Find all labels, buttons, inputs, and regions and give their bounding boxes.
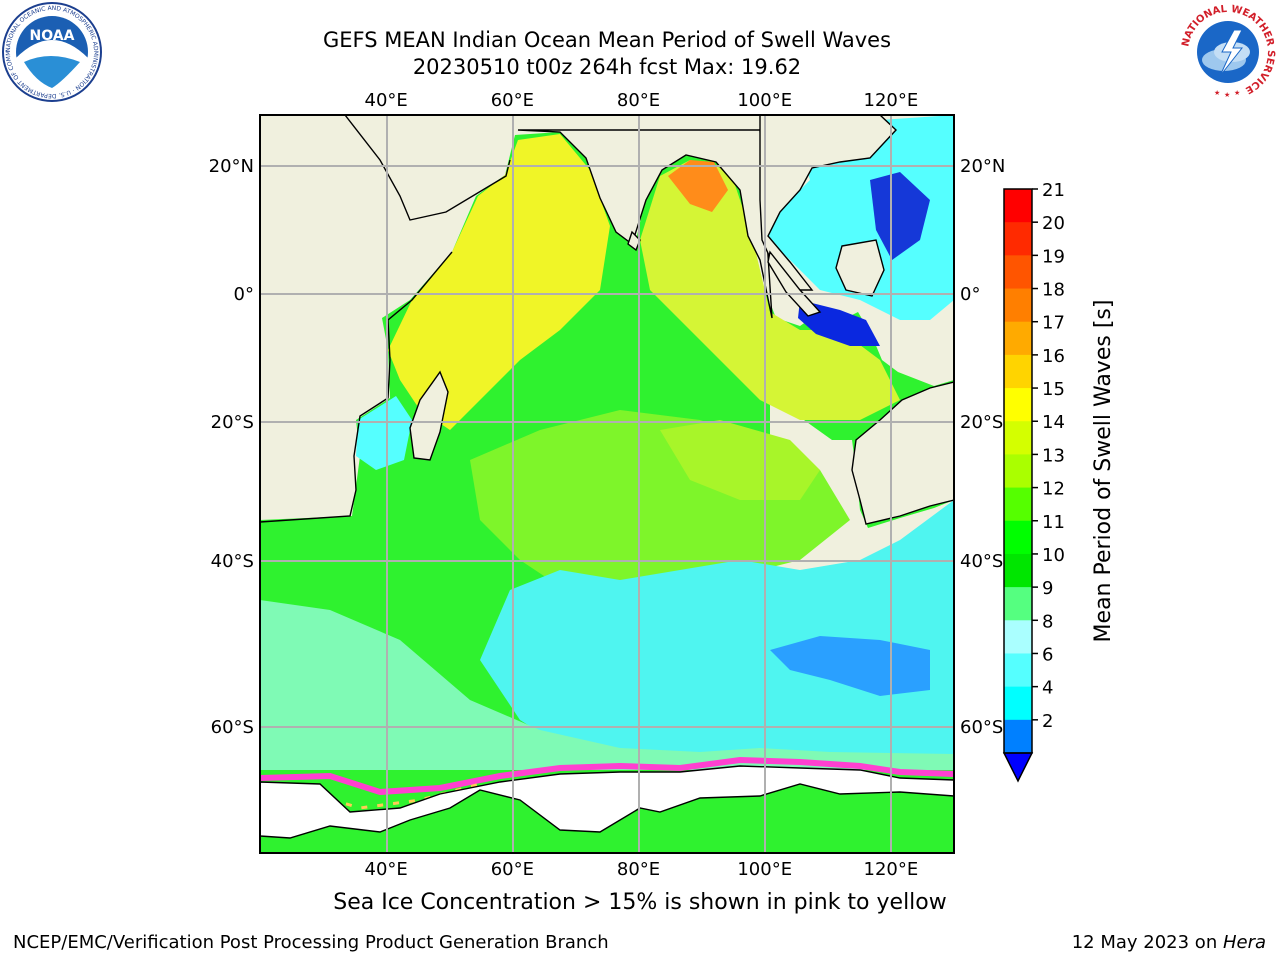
sea-ice-caption: Sea Ice Concentration > 15% is shown in …: [333, 890, 947, 915]
colorbar-tick-label-6: 15: [1042, 379, 1065, 400]
antarctica-ice-shelf: [260, 765, 954, 839]
nws-logo: NATIONAL WEATHER SERVICE ★ ★ ★: [1180, 4, 1276, 100]
lat-label-right-2: 20°S: [960, 412, 1003, 433]
colorbar-bin-10: [1004, 520, 1032, 555]
colorbar-bin-1: [1004, 222, 1032, 256]
lon-label-bottom-0: 40°E: [365, 859, 408, 880]
colorbar-bin-4: [1004, 321, 1032, 356]
colorbar-bin-8: [1004, 454, 1032, 489]
lat-label-right-1: 0°: [960, 284, 980, 305]
colorbar-bin-13: [1004, 620, 1032, 654]
credit-date-text: 12 May 2023 on: [1071, 932, 1223, 953]
colorbar-tick-label-12: 9: [1042, 578, 1053, 599]
colorbar-bin-14: [1004, 653, 1032, 688]
borneo: [835, 239, 885, 297]
lon-label-top-0: 40°E: [365, 90, 408, 111]
lat-label-left-0: 20°N: [209, 156, 254, 177]
lat-label-left-1: 0°: [234, 284, 254, 305]
colorbar-extend-arrow: [1002, 752, 1034, 783]
lon-label-bottom-3: 100°E: [737, 859, 792, 880]
colorbar-tick-label-3: 18: [1042, 280, 1065, 301]
colorbar-tick-label-9: 12: [1042, 479, 1065, 500]
credit-date: 12 May 2023 on Hera: [1072, 932, 1266, 953]
colorbar-bin-11: [1004, 553, 1032, 588]
colorbar-tick-label-14: 6: [1042, 644, 1053, 665]
lat-label-right-0: 20°N: [960, 156, 1005, 177]
swell-zone-12-13: [660, 420, 820, 500]
lon-label-top-4: 120°E: [864, 90, 919, 111]
swell-zone-16-17: [668, 160, 728, 212]
australia: [851, 381, 954, 525]
colorbar-bin-12: [1004, 587, 1032, 621]
sumatra: [767, 250, 822, 317]
svg-text:★: ★: [1234, 89, 1240, 97]
credit-host: Hera: [1222, 932, 1266, 953]
sri-lanka: [627, 230, 641, 252]
colorbar-tick-label-7: 14: [1042, 412, 1065, 433]
colorbar-bin-6: [1004, 388, 1032, 422]
lat-label-right-3: 40°S: [960, 551, 1003, 572]
colorbar-bin-16: [1004, 719, 1032, 754]
credit-branch: NCEP/EMC/Verification Post Processing Pr…: [13, 932, 609, 953]
lat-label-left-4: 60°S: [211, 717, 254, 738]
colorbar-tick-label-13: 8: [1042, 611, 1053, 632]
colorbar: 21 20 19 18 17 16 15 14 13 12 11 10 9 8 6 4 2 Mean Perio…: [1002, 180, 1116, 783]
colorbar-tick-label-5: 16: [1042, 346, 1065, 367]
colorbar-tick-label-10: 11: [1042, 512, 1065, 533]
gridlines: [260, 115, 954, 853]
lon-label-top-3: 100°E: [737, 90, 792, 111]
lat-label-left-2: 20°S: [211, 412, 254, 433]
lon-label-bottom-4: 120°E: [864, 859, 919, 880]
colorbar-tick-label-11: 10: [1042, 545, 1065, 566]
swell-zone-2-4-philippines: [870, 172, 930, 260]
lon-label-top-1: 60°E: [491, 90, 534, 111]
map-frame: [259, 114, 955, 854]
colorbar-frame: [1003, 188, 1033, 754]
axis-labels: 40°E 40°E 60°E 60°E 80°E 80°E 100°E 100°E 120°E 1…: [209, 90, 1006, 880]
lon-label-top-2: 80°E: [617, 90, 660, 111]
map-subtitle: 20230510 t00z 264h fcst Max: 19.62: [412, 55, 802, 79]
lat-label-right-4: 60°S: [960, 717, 1003, 738]
colorbar-tick-label-0: 21: [1042, 180, 1065, 201]
colorbar-label: Mean Period of Swell Waves [s]: [1091, 300, 1116, 643]
colorbar-bin-7: [1004, 421, 1032, 455]
madagascar: [409, 370, 449, 461]
colorbar-bin-5: [1004, 354, 1032, 389]
se-asia-land: [759, 115, 897, 291]
colorbar-bin-9: [1004, 487, 1032, 522]
colorbar-tick-label-1: 20: [1042, 213, 1065, 234]
sea-ice-edge: [260, 756, 954, 796]
colorbar-tick-label-2: 19: [1042, 246, 1065, 267]
noaa-logo-text: NOAA: [30, 28, 75, 44]
swell-zone-mozambique-channel: [356, 396, 412, 470]
colorbar-bin-0: [1004, 189, 1032, 223]
africa-coast: [260, 115, 511, 523]
colorbar-tick-label-8: 13: [1042, 445, 1065, 466]
noaa-logo: NATIONAL OCEANIC AND ATMOSPHERIC ADMINIS…: [2, 2, 102, 102]
colorbar-tick-label-16: 2: [1042, 711, 1053, 732]
colorbar-bin-3: [1004, 288, 1032, 323]
colorbar-tick-label-4: 17: [1042, 313, 1065, 334]
svg-text:★: ★: [1214, 89, 1220, 97]
lon-label-bottom-1: 60°E: [491, 859, 534, 880]
swell-zone-13-14: [640, 160, 900, 420]
lon-label-bottom-2: 80°E: [617, 859, 660, 880]
map-title: GEFS MEAN Indian Ocean Mean Period of Sw…: [322, 28, 892, 52]
colorbar-bin-2: [1004, 255, 1032, 290]
colorbar-bin-15: [1004, 686, 1032, 721]
svg-text:★: ★: [1224, 91, 1230, 99]
swell-zone-14-15: [388, 134, 610, 430]
colorbar-tick-label-15: 4: [1042, 678, 1053, 699]
lat-label-left-3: 40°S: [211, 551, 254, 572]
swell-zone-6-8: [480, 500, 954, 770]
